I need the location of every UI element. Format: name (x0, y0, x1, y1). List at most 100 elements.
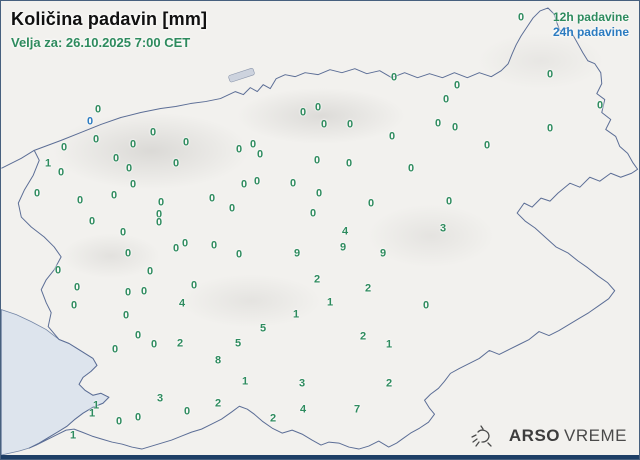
station-value: 0 (73, 281, 81, 294)
station-value: 0 (546, 122, 554, 135)
station-value: 0 (183, 405, 191, 418)
legend-item-12h-padavine[interactable]: 12h padavine (552, 10, 629, 24)
brand-vreme: VREME (564, 426, 627, 445)
station-value: 1 (88, 407, 96, 420)
station-value: 0 (453, 79, 461, 92)
station-value: 3 (298, 377, 306, 390)
station-value: 4 (178, 297, 186, 310)
station-value: 0 (57, 166, 65, 179)
station-value: 0 (119, 226, 127, 239)
station-value: 1 (69, 429, 77, 442)
station-value: 0 (235, 248, 243, 261)
station-value: 0 (129, 178, 137, 191)
station-value: 0 (94, 103, 102, 116)
page-title: Količina padavin [mm] (11, 9, 208, 29)
station-value: 0 (345, 157, 353, 170)
station-value: 0 (315, 187, 323, 200)
station-value: 2 (313, 273, 321, 286)
station-value: 3 (439, 222, 447, 235)
station-value: 0 (124, 286, 132, 299)
station-value: 0 (240, 178, 248, 191)
station-value: 0 (33, 187, 41, 200)
station-value: 0 (483, 139, 491, 152)
station-value: 0 (129, 138, 137, 151)
station-value: 0 (54, 264, 62, 277)
station-value: 0 (182, 136, 190, 149)
station-value: 0 (320, 118, 328, 131)
station-value: 0 (208, 192, 216, 205)
station-value: 0 (422, 299, 430, 312)
station-value: 0 (122, 309, 130, 322)
station-value: 0 (407, 162, 415, 175)
station-value: 9 (339, 241, 347, 254)
station-value: 9 (379, 247, 387, 260)
station-value: 0 (86, 115, 94, 128)
station-value: 0 (445, 195, 453, 208)
station-value: 0 (124, 247, 132, 260)
station-value: 0 (346, 118, 354, 131)
station-value: 0 (172, 157, 180, 170)
station-value: 0 (249, 138, 257, 151)
station-value: 0 (125, 162, 133, 175)
station-value: 0 (596, 99, 604, 112)
weather-sketch-icon (471, 425, 492, 447)
legend-item-24h-padavine[interactable]: 24h padavine (552, 25, 629, 39)
station-value: 0 (517, 11, 525, 24)
station-value: 0 (235, 143, 243, 156)
arso-vreme-brand: ARSO VREME (469, 423, 627, 449)
station-value: 0 (190, 279, 198, 292)
map-header: Količina padavin [mm] Velja za: 26.10.20… (11, 9, 207, 50)
station-value: 1 (385, 338, 393, 351)
station-value: 0 (140, 285, 148, 298)
station-value: 0 (253, 175, 261, 188)
station-value: 0 (210, 239, 218, 252)
station-value: 2 (385, 377, 393, 390)
station-value: 4 (341, 225, 349, 238)
station-value: 0 (289, 177, 297, 190)
station-value: 0 (111, 343, 119, 356)
station-value: 2 (359, 330, 367, 343)
station-value: 2 (214, 397, 222, 410)
station-value: 4 (299, 403, 307, 416)
station-value: 0 (434, 117, 442, 130)
station-value: 0 (388, 130, 396, 143)
station-value: 1 (292, 308, 300, 321)
station-value: 0 (150, 338, 158, 351)
station-value: 9 (293, 247, 301, 260)
station-value: 0 (76, 194, 84, 207)
arso-vreme-wordmark: ARSO VREME (509, 426, 627, 446)
station-value: 8 (214, 354, 222, 367)
italy-austria-border-spur (1, 149, 35, 169)
station-value: 0 (110, 189, 118, 202)
bottom-bar (1, 455, 639, 459)
station-value: 2 (364, 282, 372, 295)
slovenia-border-path (17, 7, 639, 450)
station-value: 0 (451, 121, 459, 134)
station-value: 0 (442, 93, 450, 106)
station-value: 0 (70, 299, 78, 312)
station-value: 2 (176, 337, 184, 350)
station-value: 0 (309, 207, 317, 220)
station-value: 0 (155, 208, 163, 221)
station-value: 0 (92, 133, 100, 146)
station-value: 0 (181, 237, 189, 250)
brand-arso: ARSO (508, 426, 561, 445)
station-value: 0 (367, 197, 375, 210)
station-value: 0 (256, 148, 264, 161)
station-value: 0 (112, 152, 120, 165)
station-value: 0 (314, 101, 322, 114)
station-value: 0 (149, 126, 157, 139)
station-value: 0 (155, 216, 163, 229)
station-value: 0 (172, 242, 180, 255)
station-value: 5 (234, 337, 242, 350)
station-value: 1 (326, 296, 334, 309)
lake-sliver (228, 68, 255, 83)
station-value: 0 (228, 202, 236, 215)
station-value: 5 (259, 322, 267, 335)
station-value: 0 (134, 411, 142, 424)
station-value: 3 (156, 392, 164, 405)
station-value: 1 (92, 399, 100, 412)
